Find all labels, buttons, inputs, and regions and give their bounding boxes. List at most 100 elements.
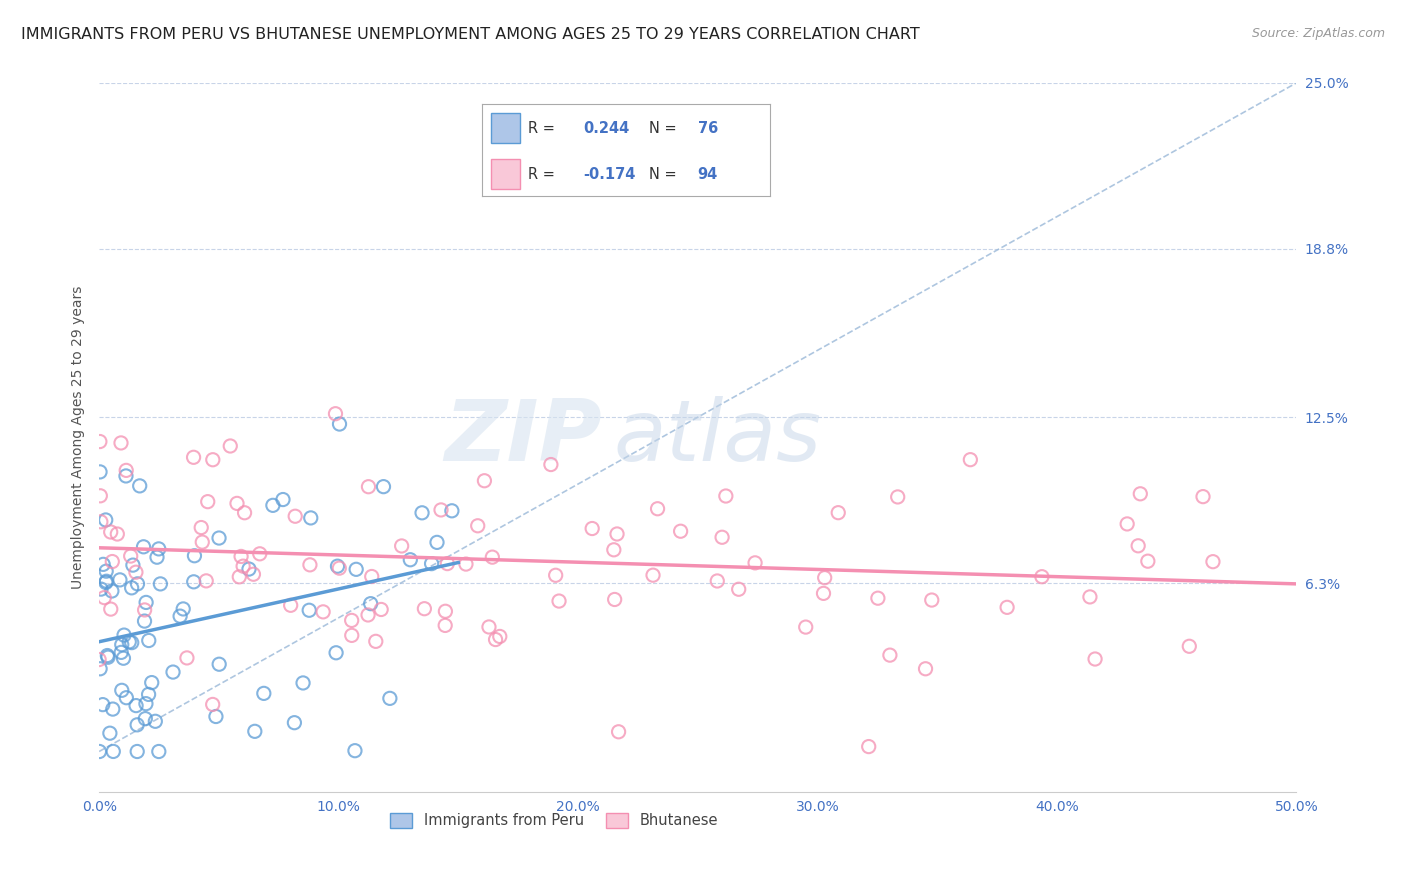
Point	[1128, 539, 1150, 553]
Point	[794, 620, 817, 634]
Point	[176, 651, 198, 665]
Point	[879, 648, 901, 662]
Point	[101, 555, 124, 569]
Point	[858, 739, 880, 754]
Point	[581, 522, 603, 536]
Point	[121, 581, 143, 595]
Point	[921, 593, 943, 607]
Point	[233, 506, 256, 520]
Point	[120, 549, 142, 563]
Point	[1192, 490, 1215, 504]
Point	[148, 744, 170, 758]
Point	[96, 564, 118, 578]
Point	[360, 569, 382, 583]
Point	[328, 417, 350, 431]
Point	[454, 557, 477, 571]
Point	[519, 156, 541, 170]
Point	[1078, 590, 1101, 604]
Point	[110, 436, 132, 450]
Point	[440, 504, 463, 518]
Point	[914, 662, 936, 676]
Point	[118, 635, 141, 649]
Point	[1116, 516, 1139, 531]
Point	[243, 724, 266, 739]
Point	[669, 524, 692, 539]
Point	[89, 662, 111, 676]
Point	[146, 550, 169, 565]
Point	[201, 452, 224, 467]
Point	[100, 602, 122, 616]
Point	[183, 549, 205, 563]
Point	[467, 518, 489, 533]
Point	[93, 591, 115, 605]
Point	[262, 499, 284, 513]
Point	[238, 562, 260, 576]
Point	[481, 550, 503, 565]
Point	[744, 556, 766, 570]
Point	[111, 638, 134, 652]
Point	[283, 715, 305, 730]
Point	[434, 604, 457, 618]
Point	[426, 535, 449, 549]
Point	[434, 618, 457, 632]
Point	[162, 665, 184, 679]
Point	[357, 607, 380, 622]
Point	[127, 577, 149, 591]
Point	[110, 645, 132, 659]
Point	[115, 469, 138, 483]
Point	[219, 439, 242, 453]
Point	[96, 648, 118, 663]
Point	[169, 609, 191, 624]
Point	[89, 465, 111, 479]
Point	[112, 651, 135, 665]
Point	[706, 574, 728, 588]
Text: IMMIGRANTS FROM PERU VS BHUTANESE UNEMPLOYMENT AMONG AGES 25 TO 29 YEARS CORRELA: IMMIGRANTS FROM PERU VS BHUTANESE UNEMPL…	[21, 27, 920, 42]
Point	[98, 726, 121, 740]
Point	[183, 450, 205, 465]
Point	[132, 540, 155, 554]
Point	[232, 559, 254, 574]
Point	[101, 584, 124, 599]
Point	[122, 558, 145, 573]
Point	[138, 687, 160, 701]
Point	[714, 489, 737, 503]
Point	[138, 633, 160, 648]
Point	[474, 474, 496, 488]
Point	[226, 496, 249, 510]
Point	[108, 573, 131, 587]
Point	[135, 697, 157, 711]
Point	[112, 628, 135, 642]
Point	[373, 480, 395, 494]
Point	[995, 600, 1018, 615]
Point	[711, 530, 734, 544]
Point	[89, 744, 111, 758]
Point	[280, 599, 302, 613]
Point	[540, 458, 562, 472]
Text: Source: ZipAtlas.com: Source: ZipAtlas.com	[1251, 27, 1385, 40]
Point	[340, 614, 363, 628]
Point	[344, 562, 367, 576]
Text: ZIP: ZIP	[444, 396, 602, 479]
Point	[125, 698, 148, 713]
Point	[727, 582, 749, 597]
Point	[183, 574, 205, 589]
Point	[128, 479, 150, 493]
Point	[484, 632, 506, 647]
Point	[149, 577, 172, 591]
Point	[1136, 554, 1159, 568]
Point	[89, 434, 111, 449]
Point	[111, 683, 134, 698]
Point	[127, 744, 149, 758]
Point	[325, 646, 347, 660]
Point	[134, 712, 156, 726]
Point	[125, 565, 148, 579]
Point	[814, 571, 837, 585]
Point	[103, 744, 125, 758]
Point	[488, 630, 510, 644]
Point	[1031, 570, 1053, 584]
Point	[959, 452, 981, 467]
Point	[430, 503, 453, 517]
Point	[229, 549, 252, 564]
Point	[606, 527, 628, 541]
Point	[100, 524, 122, 539]
